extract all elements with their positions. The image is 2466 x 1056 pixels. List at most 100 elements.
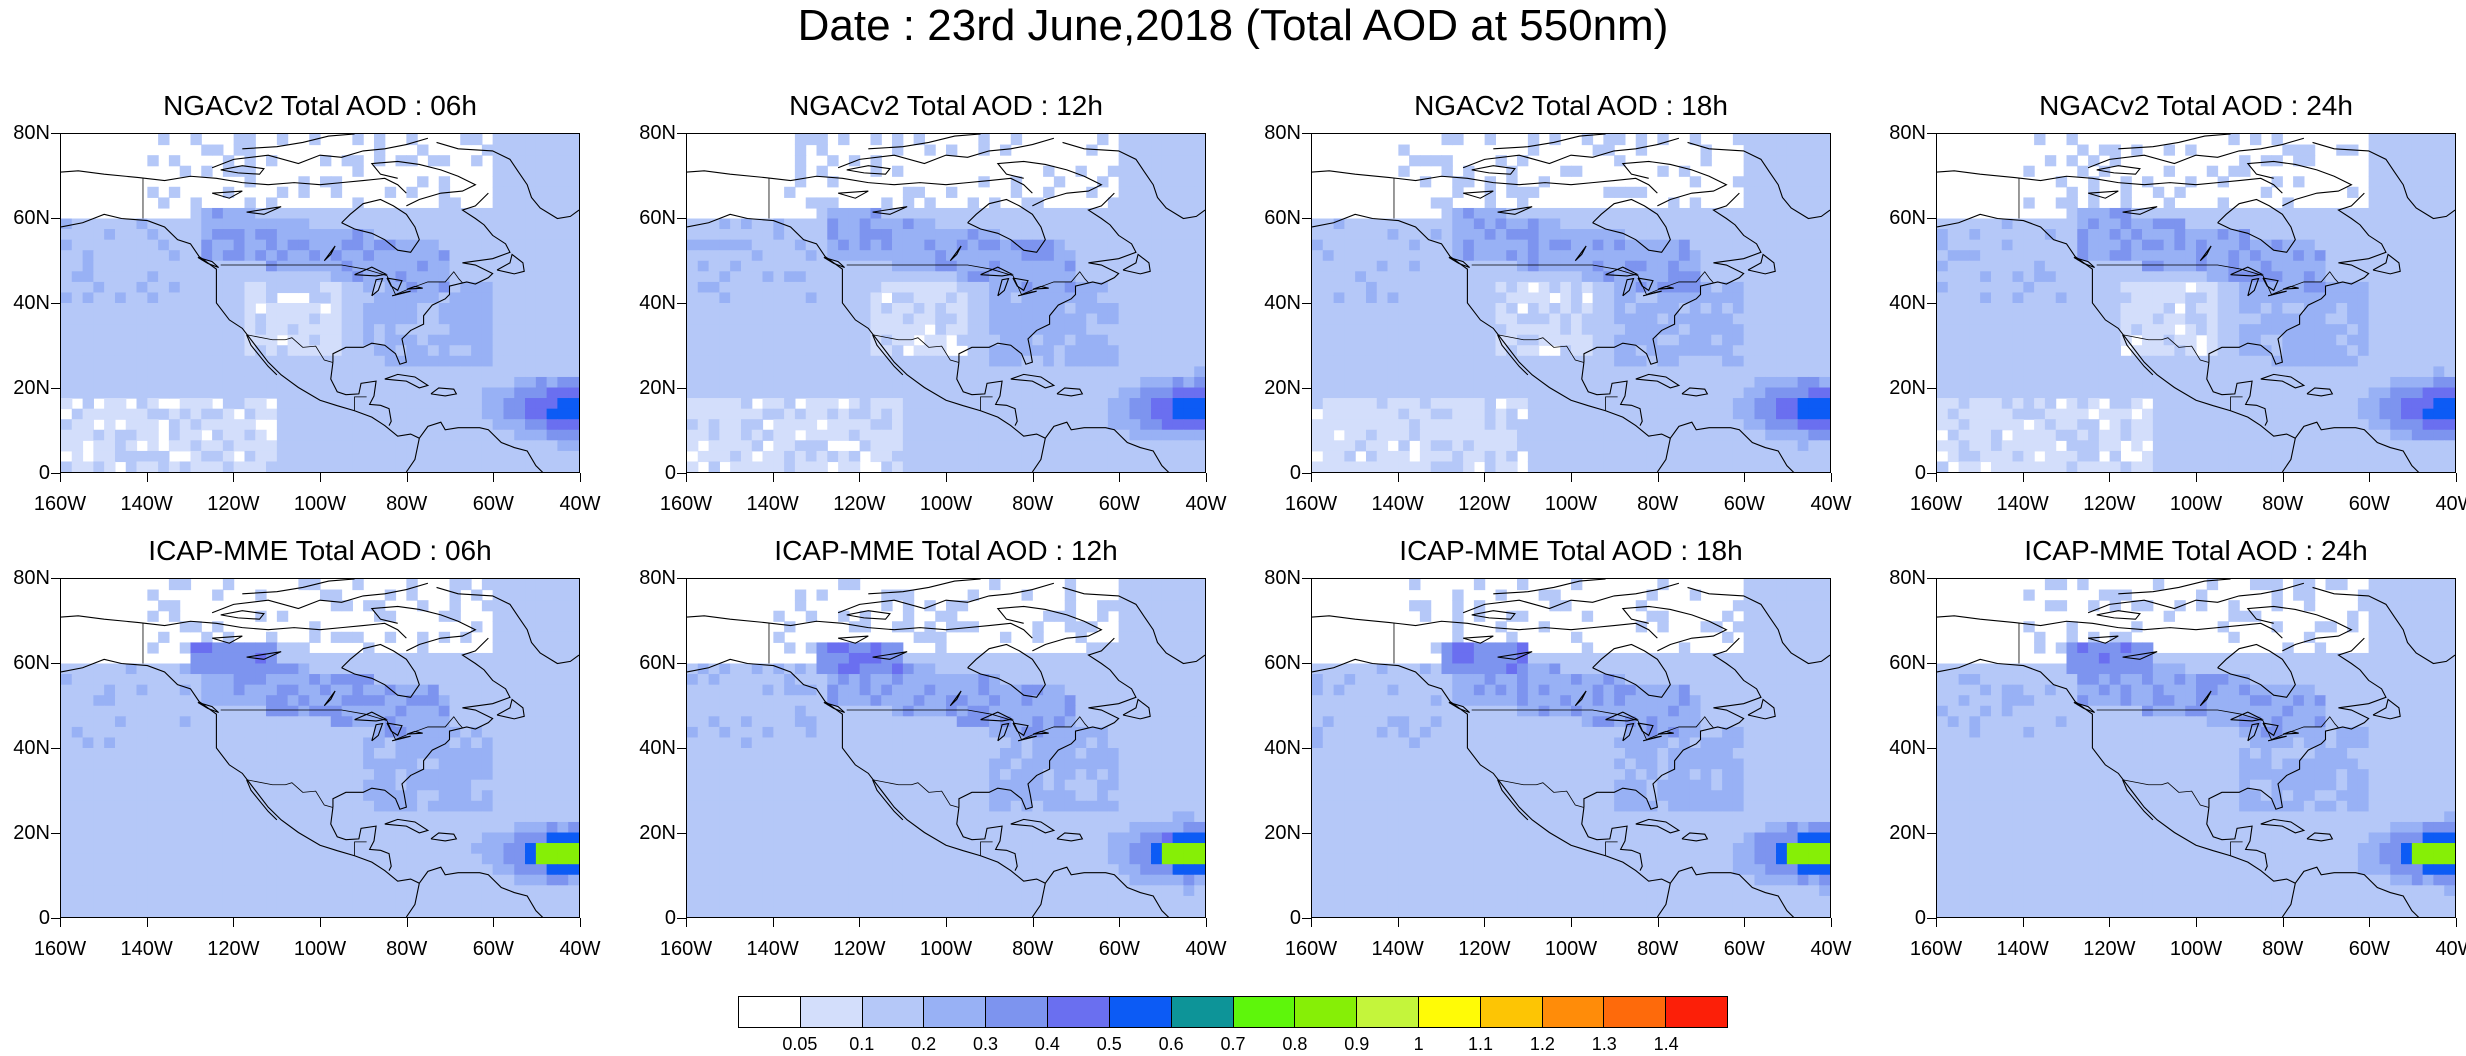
y-tick-label: 80N	[13, 122, 50, 144]
x-tick-label: 120W	[207, 938, 260, 960]
map-plot	[686, 133, 1206, 473]
y-tick-label: 40N	[639, 737, 676, 759]
x-tick	[2282, 473, 2284, 482]
colorbar-label: 0.3	[972, 1034, 999, 1054]
x-tick-label: 100W	[2169, 938, 2223, 960]
y-tick	[1927, 218, 1936, 219]
x-tick-label: 160W	[659, 493, 713, 515]
aod-field	[61, 134, 579, 472]
y-tick-label: 40N	[1889, 292, 1926, 314]
colorbar-label: 1	[1413, 1034, 1424, 1054]
y-tick	[1927, 133, 1936, 134]
y-tick	[51, 748, 60, 749]
x-tick	[1484, 473, 1486, 482]
y-tick-label: 80N	[639, 567, 676, 589]
x-tick	[2196, 918, 2197, 927]
y-tick-label: 0	[664, 462, 676, 484]
x-tick-label: 100W	[1544, 493, 1598, 515]
x-tick-label: 100W	[2169, 493, 2223, 515]
x-tick	[946, 473, 947, 482]
y-tick-label: 0	[1289, 462, 1301, 484]
coastlines	[61, 134, 579, 472]
colorbar-label: 0.1	[849, 1034, 875, 1054]
map-panel: ICAP-MME Total AOD : 06h 80N 60N 40N 20N 0 160…	[13, 535, 600, 960]
y-tick	[1302, 133, 1311, 134]
y-tick-label: 60N	[13, 652, 50, 674]
panel-title: ICAP-MME Total AOD : 06h	[148, 535, 492, 566]
aod-field	[1312, 579, 1830, 917]
x-tick-label: 40W	[2435, 938, 2466, 960]
x-tick-label: 40W	[1810, 493, 1852, 515]
x-tick	[1032, 473, 1034, 482]
x-tick-label: 40W	[559, 493, 601, 515]
x-tick-label: 160W	[33, 493, 87, 515]
colorbar-cell	[1604, 997, 1667, 1027]
panel-title: ICAP-MME Total AOD : 12h	[774, 535, 1118, 566]
aod-cells	[1937, 579, 2455, 917]
y-tick	[677, 663, 686, 664]
x-tick-label: 60W	[1098, 938, 1140, 960]
x-tick	[2022, 473, 2024, 482]
x-tick-label: 160W	[33, 938, 87, 960]
x-tick-label: 60W	[1723, 493, 1765, 515]
y-tick	[51, 218, 60, 219]
x-tick	[1831, 918, 1832, 927]
y-tick-label: 60N	[1889, 207, 1926, 229]
x-tick-label: 80W	[2262, 493, 2304, 515]
x-tick-label: 120W	[833, 938, 886, 960]
colorbar-cell	[1233, 997, 1296, 1027]
x-tick-label: 60W	[2348, 493, 2390, 515]
x-tick-label: 120W	[2083, 493, 2136, 515]
map-plot	[60, 133, 580, 473]
x-tick-label: 100W	[1544, 938, 1598, 960]
y-tick-label: 0	[38, 907, 50, 929]
x-tick	[580, 473, 581, 482]
x-tick	[2109, 918, 2111, 927]
aod-field	[687, 134, 1205, 472]
x-tick	[233, 918, 235, 927]
aod-field	[1937, 134, 2455, 472]
x-tick-label: 40W	[1185, 493, 1227, 515]
colorbar-cell	[986, 997, 1049, 1027]
coastlines	[1312, 134, 1830, 472]
y-tick-label: 0	[1914, 907, 1926, 929]
colorbar-label: 1.3	[1591, 1034, 1617, 1054]
y-tick-label: 0	[1914, 462, 1926, 484]
x-tick	[406, 918, 408, 927]
map-panel: ICAP-MME Total AOD : 12h 80N 60N 40N 20N 0 160…	[639, 535, 1226, 960]
x-tick-label: 80W	[1012, 493, 1054, 515]
x-tick-label: 140W	[120, 493, 173, 515]
colorbar-label: 0.2	[911, 1034, 937, 1054]
y-tick-label: 60N	[1264, 652, 1301, 674]
y-tick	[1302, 218, 1311, 219]
y-tick	[51, 663, 60, 664]
x-tick	[493, 918, 495, 927]
map-plot	[1311, 578, 1831, 918]
y-tick-label: 40N	[13, 292, 50, 314]
y-tick-label: 80N	[1264, 122, 1301, 144]
x-tick-label: 80W	[1012, 938, 1054, 960]
panel-title: NGACv2 Total AOD : 24h	[2039, 90, 2353, 121]
colorbar-cell	[739, 997, 801, 1027]
y-tick-label: 60N	[1889, 652, 1926, 674]
y-tick	[677, 918, 686, 919]
y-tick-label: 20N	[639, 822, 676, 844]
y-tick	[1302, 473, 1311, 474]
y-tick-label: 60N	[639, 207, 676, 229]
colorbar-label: 1.4	[1653, 1034, 1679, 1054]
colorbar-cell	[1171, 997, 1234, 1027]
colorbar-label: 0.4	[1034, 1034, 1060, 1054]
x-tick	[580, 918, 581, 927]
x-tick	[1119, 918, 1121, 927]
x-tick-label: 40W	[1185, 938, 1227, 960]
x-tick	[1936, 473, 1937, 482]
x-tick	[1119, 473, 1121, 482]
x-tick	[1571, 918, 1572, 927]
map-panel: NGACv2 Total AOD : 06h 80N 60N 40N 20N 0 160W 1…	[13, 90, 600, 515]
x-tick-label: 60W	[2348, 938, 2390, 960]
map-plot	[1311, 133, 1831, 473]
colorbar-label: 1.1	[1467, 1034, 1494, 1054]
x-tick-label: 100W	[293, 493, 347, 515]
y-tick-label: 20N	[1264, 822, 1301, 844]
y-tick	[51, 388, 60, 389]
